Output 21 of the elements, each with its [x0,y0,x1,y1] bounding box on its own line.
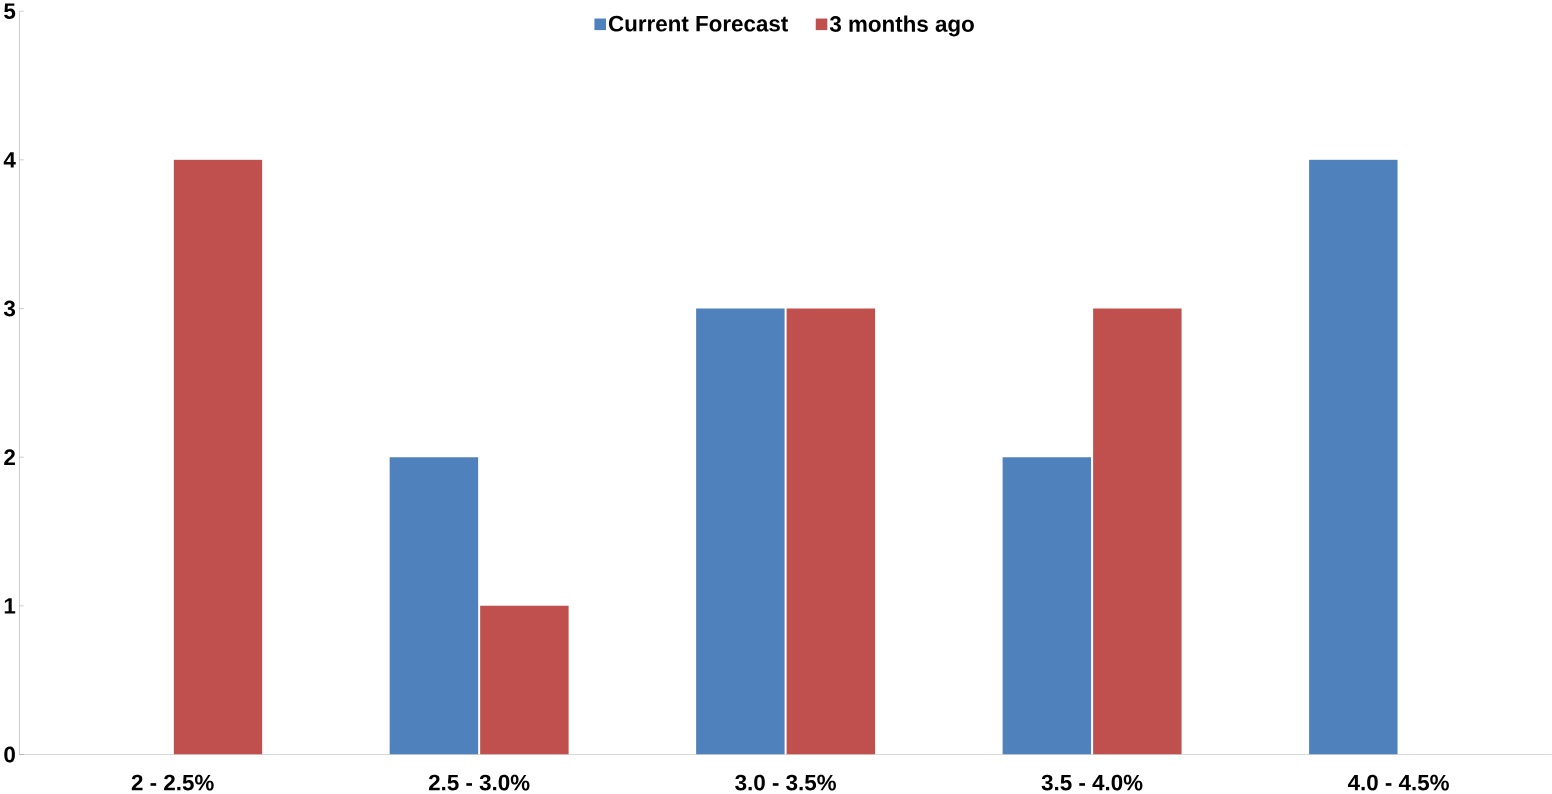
legend-label: Current Forecast [608,15,788,32]
y-tick-label: 5 [4,3,16,20]
y-tick-label: 2 [4,449,15,466]
y-tick-label: 3 [3,300,16,317]
x-tick-label: 4.0 - 4.5% [1347,774,1449,791]
x-tick-label: 3.0 - 3.5% [735,774,836,791]
bar [389,457,479,755]
x-tick-label: 3.5 - 4.0% [1041,774,1143,791]
bar [1093,308,1182,755]
x-tick-label: 2 - 2.5% [131,774,214,791]
bar [786,308,876,755]
bar [696,308,785,755]
bar [173,159,263,755]
legend-label: 3 months ago [829,15,974,37]
y-tick-label: 1 [4,598,16,614]
bar [1309,159,1398,755]
y-tick-label: 0 [4,746,15,763]
bar [1002,457,1092,755]
y-tick-label: 4 [3,152,16,168]
bar [480,605,569,755]
x-tick-label: 2.5 - 3.0% [428,774,530,791]
